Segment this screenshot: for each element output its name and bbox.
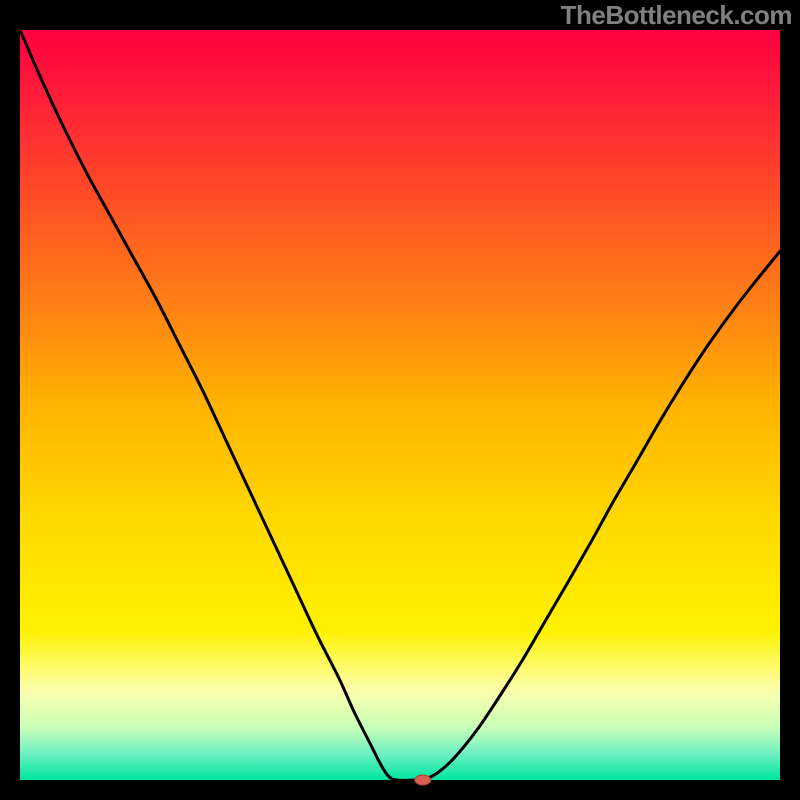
optimal-point-marker — [415, 775, 431, 785]
chart-container: TheBottleneck.com — [0, 0, 800, 800]
plot-background-gradient — [20, 30, 780, 780]
bottleneck-chart — [0, 0, 800, 800]
watermark-text: TheBottleneck.com — [561, 0, 792, 31]
